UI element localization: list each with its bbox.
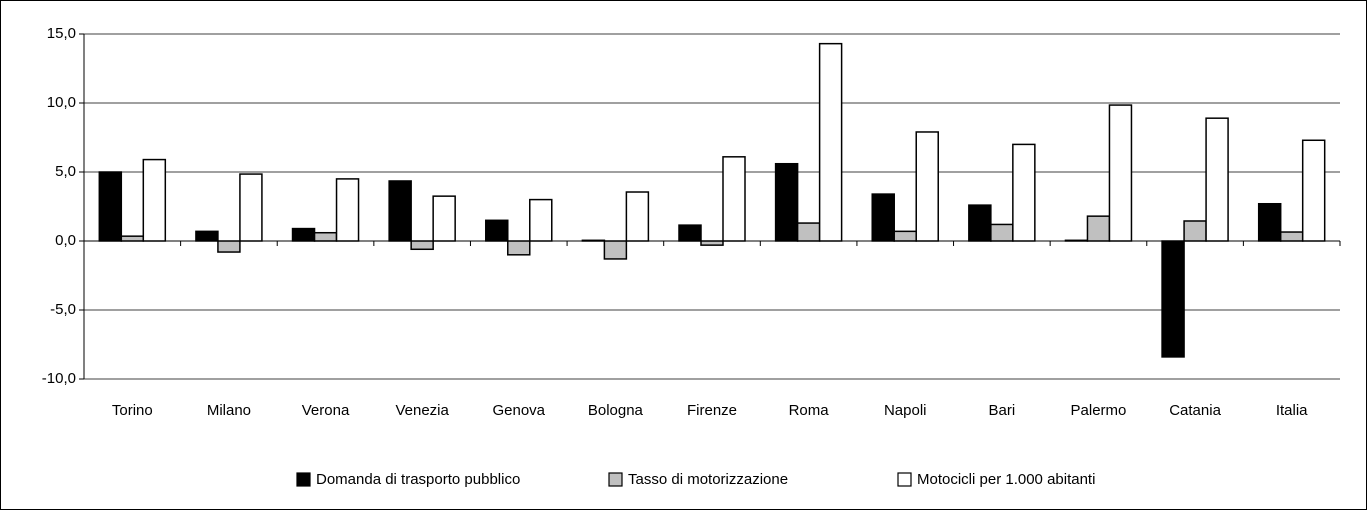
legend-swatch (296, 472, 311, 487)
bar (1108, 104, 1133, 242)
bar (313, 231, 338, 242)
bar (678, 224, 702, 242)
bar (915, 131, 939, 242)
bar (142, 158, 167, 242)
bar (700, 240, 724, 246)
bar (774, 162, 799, 242)
bar (120, 235, 145, 242)
bar (990, 223, 1014, 242)
bar (893, 230, 917, 242)
bar (1301, 139, 1326, 242)
bar (603, 240, 628, 260)
x-tick-label: Bari (989, 402, 1016, 419)
bar (871, 193, 895, 242)
bar (1279, 231, 1304, 242)
bar (625, 191, 650, 242)
bar (1205, 117, 1229, 242)
x-tick-label: Napoli (884, 402, 927, 419)
bar (968, 204, 992, 242)
bar (507, 240, 531, 256)
bar (388, 180, 412, 242)
bar (529, 198, 553, 242)
legend-swatch (608, 472, 623, 487)
legend-label: Motocicli per 1.000 abitanti (917, 471, 1095, 488)
legend-swatch (897, 472, 912, 487)
bar (217, 240, 241, 253)
x-tick-label: Bologna (588, 402, 644, 419)
bar (432, 195, 456, 242)
bar (335, 178, 360, 242)
bar (410, 240, 434, 251)
bar (239, 173, 263, 242)
y-tick-label: 10,0 (47, 94, 76, 111)
bar (195, 230, 219, 242)
bar (722, 156, 746, 242)
bar (485, 219, 509, 242)
x-tick-label: Milano (207, 402, 251, 419)
x-tick-label: Verona (302, 402, 350, 419)
y-tick-label: 5,0 (55, 163, 76, 180)
bar (818, 42, 843, 242)
x-tick-label: Catania (1169, 402, 1221, 419)
y-tick-label: 0,0 (55, 232, 76, 249)
legend-label: Domanda di trasporto pubblico (316, 471, 520, 488)
x-tick-label: Venezia (395, 402, 449, 419)
x-tick-label: Genova (492, 402, 545, 419)
bar (291, 227, 316, 242)
bar (98, 171, 123, 242)
y-tick-label: -5,0 (50, 301, 76, 318)
x-tick-label: Italia (1276, 402, 1308, 419)
x-tick-label: Palermo (1071, 402, 1127, 419)
x-tick-label: Firenze (687, 402, 737, 419)
legend-label: Tasso di motorizzazione (628, 471, 788, 488)
x-tick-label: Torino (112, 402, 153, 419)
bar (1257, 202, 1282, 242)
bar (796, 222, 821, 242)
x-tick-label: Roma (789, 402, 830, 419)
bar (1183, 220, 1207, 242)
y-tick-label: 15,0 (47, 25, 76, 42)
bar (1086, 215, 1111, 242)
bar (1012, 143, 1036, 242)
y-tick-label: -10,0 (42, 370, 76, 387)
bar (1161, 240, 1185, 358)
